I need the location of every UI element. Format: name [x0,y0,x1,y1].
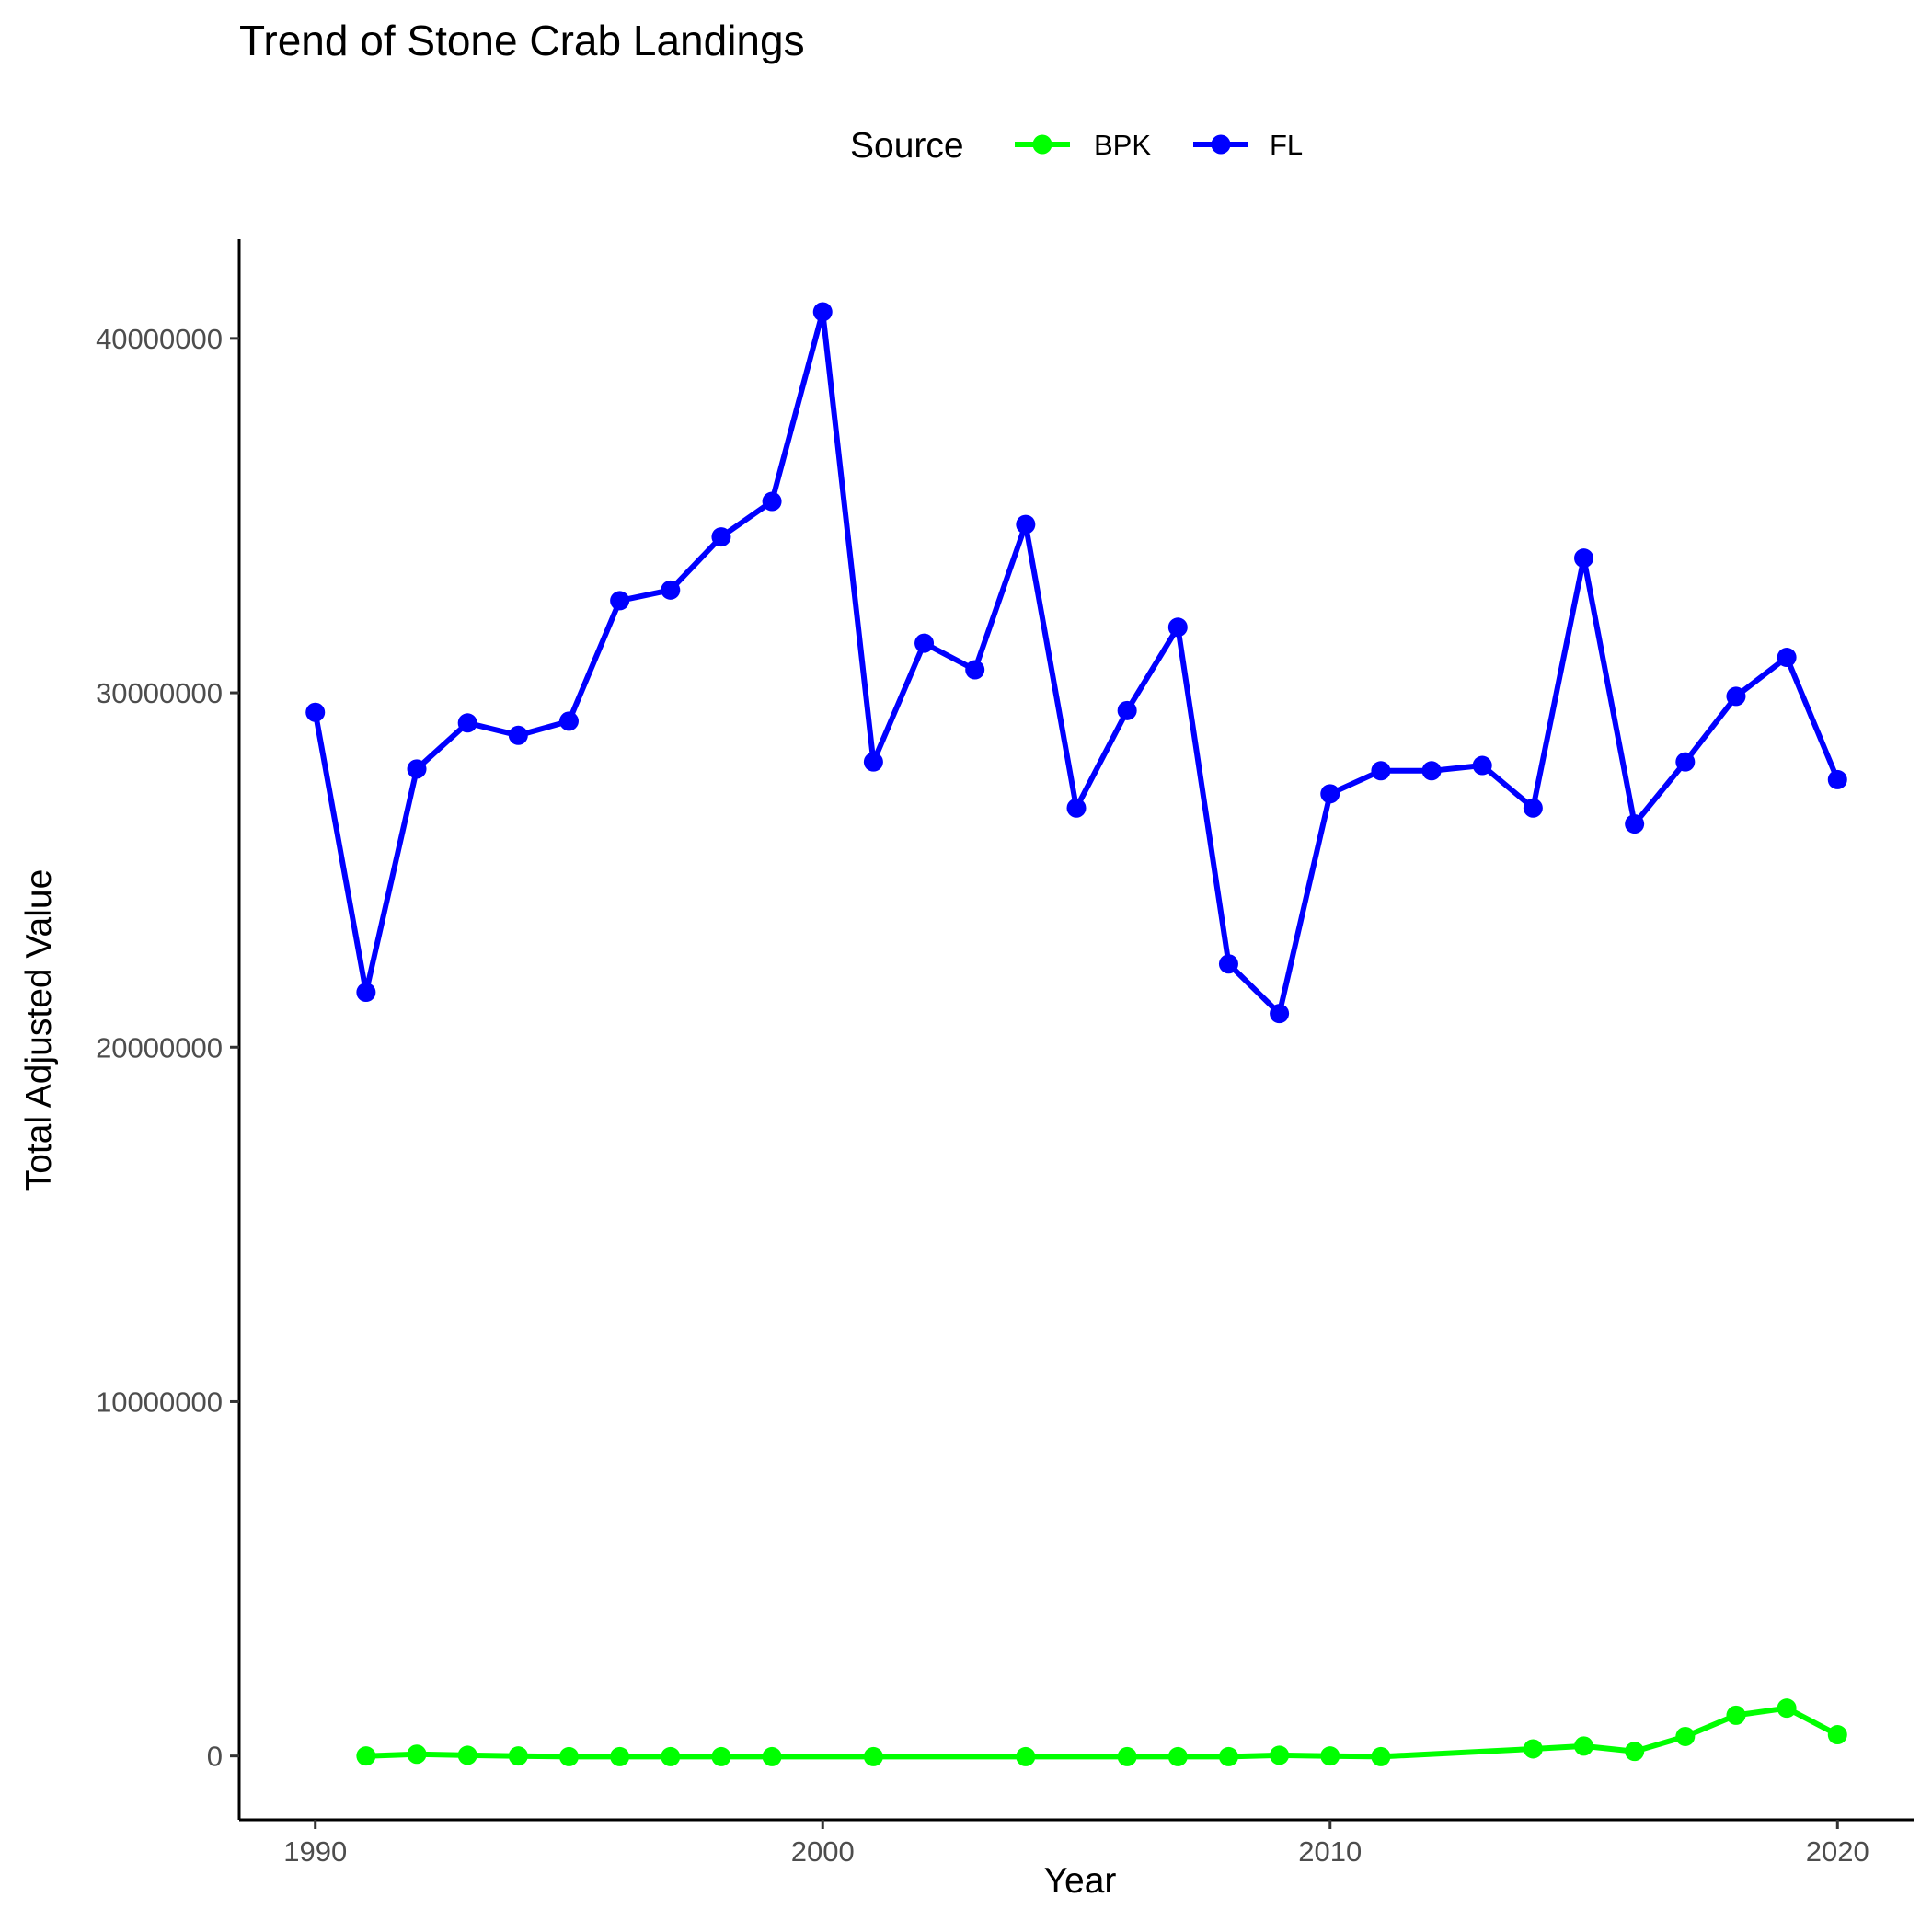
data-point-bpk [1371,1746,1391,1766]
data-point-fl [812,302,833,322]
data-point-fl [457,713,477,733]
data-point-fl [661,580,681,600]
data-point-fl [558,711,579,731]
data-point-fl [762,491,782,512]
legend-label: FL [1270,129,1303,161]
data-point-bpk [356,1746,376,1766]
data-point-bpk [407,1744,427,1765]
data-point-fl [1270,1004,1290,1024]
y-tick-label: 0 [207,1741,223,1773]
y-tick-label: 30000000 [96,677,223,709]
data-point-bpk [1218,1746,1238,1766]
x-tick-label: 1990 [283,1835,347,1868]
data-point-bpk [1777,1698,1797,1719]
data-point-fl [1625,814,1645,834]
data-point-bpk [863,1746,883,1766]
data-point-bpk [1625,1742,1645,1762]
data-point-fl [508,725,528,745]
series-line-bpk [362,1705,1841,1760]
data-point-fl [1777,648,1797,668]
data-point-fl [1523,798,1543,818]
data-point-fl [1827,769,1847,789]
legend-key-point [1032,134,1052,155]
y-axis-title: Total Adjusted Value [19,869,59,1192]
data-point-fl [1574,548,1594,569]
y-tick-label: 10000000 [96,1386,223,1418]
legend-title: Source [850,126,964,166]
data-point-bpk [610,1746,630,1766]
x-tick-label: 2000 [791,1835,855,1868]
data-point-bpk [1117,1746,1137,1766]
data-point-bpk [1827,1725,1847,1745]
data-point-bpk [1726,1705,1746,1725]
x-tick-label: 2010 [1298,1835,1362,1868]
chart-title: Trend of Stone Crab Landings [239,17,805,64]
data-point-fl [965,660,985,680]
data-point-fl [407,759,427,779]
data-point-bpk [1167,1746,1188,1766]
data-point-bpk [558,1746,579,1766]
data-point-fl [1421,761,1442,781]
y-tick-label: 20000000 [96,1031,223,1064]
data-point-fl [1066,798,1087,818]
data-point-bpk [1270,1745,1290,1765]
data-point-fl [1320,784,1340,804]
data-point-fl [305,702,326,722]
data-point-fl [711,527,731,547]
data-point-fl [1016,514,1036,535]
data-point-bpk [457,1745,477,1765]
series-fl [305,302,1847,1024]
data-point-bpk [762,1746,782,1766]
data-point-bpk [508,1746,528,1766]
data-point-fl [1675,752,1696,772]
axes: 0 10000000 20000000 30000000 40000000 1990 20… [96,239,1914,1868]
series-bpk [356,1698,1847,1766]
x-axis-title: Year [1044,1861,1117,1901]
data-point-bpk [1320,1746,1340,1766]
legend-entry-bpk: BPK [1015,129,1151,161]
legend-entry-fl: FL [1193,129,1303,161]
data-point-fl [1726,686,1746,707]
series-line-fl [312,309,1841,1017]
x-tick-label: 2020 [1806,1835,1869,1868]
data-point-fl [1218,954,1238,974]
legend: Source BPK FL [850,126,1303,166]
legend-key-point [1211,134,1231,155]
data-point-fl [610,591,630,611]
legend-label: BPK [1094,129,1151,161]
data-point-fl [1117,700,1137,720]
data-point-bpk [711,1746,731,1766]
data-point-fl [1472,755,1492,776]
plot-area [305,302,1847,1766]
data-point-bpk [1574,1736,1594,1756]
y-tick-label: 40000000 [96,323,223,355]
data-point-fl [1167,617,1188,638]
data-point-bpk [1016,1746,1036,1766]
data-point-fl [356,983,376,1003]
data-point-bpk [1523,1739,1543,1759]
data-point-fl [1371,761,1391,781]
data-point-fl [914,633,935,653]
data-point-bpk [1675,1726,1696,1746]
data-point-fl [863,752,883,772]
data-point-bpk [661,1746,681,1766]
